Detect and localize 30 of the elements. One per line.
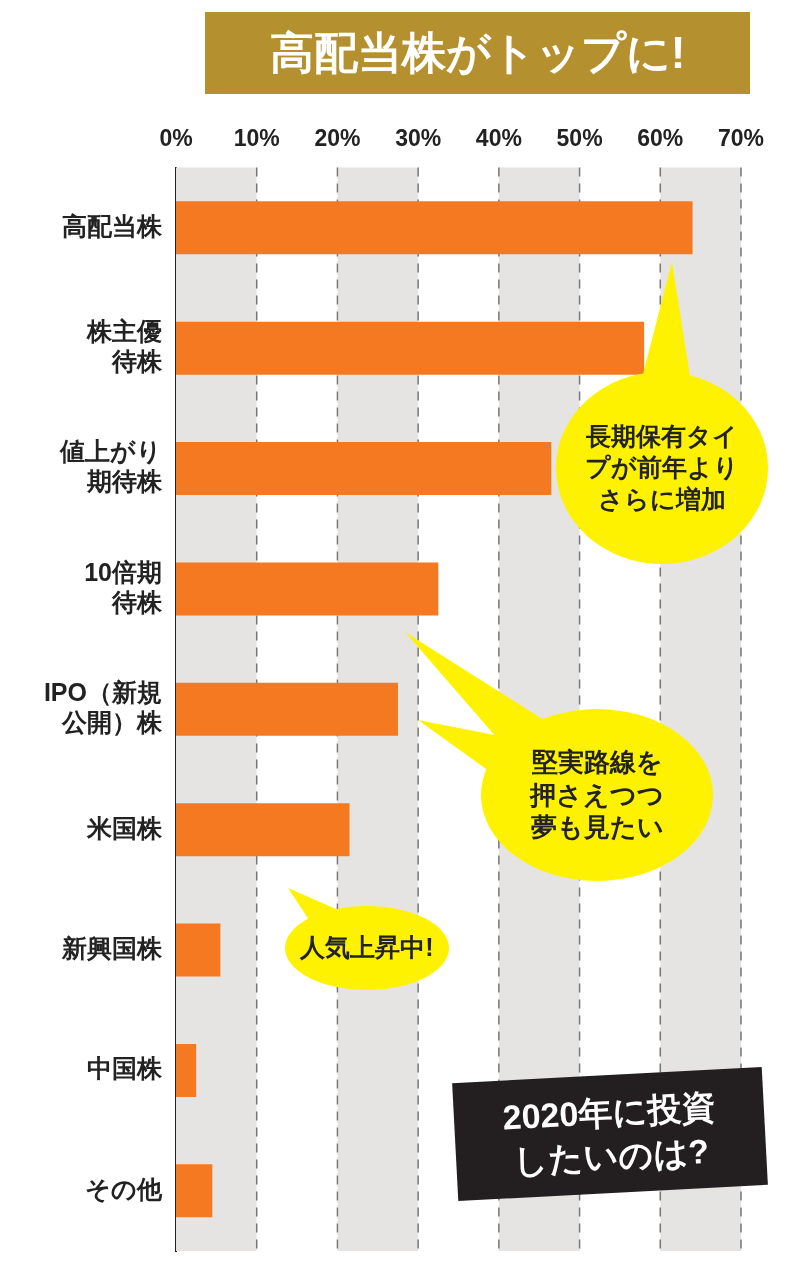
y-tick-label: 高配当株 (62, 211, 163, 240)
x-tick-label: 10% (233, 125, 280, 152)
x-tick-label: 70% (717, 125, 765, 152)
y-tick-label: 株主優待株 (86, 317, 163, 376)
bar (176, 923, 221, 977)
bar (176, 201, 693, 255)
y-tick-label: その他 (85, 1174, 163, 1203)
y-tick-label: IPO（新規公開）株 (43, 678, 163, 737)
y-tick-label: 中国株 (87, 1054, 163, 1083)
x-tick-label: 60% (637, 125, 684, 152)
annotation: 人気上昇中! (299, 932, 435, 964)
y-tick-label: 新興国株 (61, 933, 163, 962)
annotation: 長期保有タイプが前年よりさらに増加 (584, 421, 740, 515)
bar (176, 1043, 197, 1097)
bar (176, 562, 439, 616)
bar (176, 442, 552, 496)
y-tick-label: 10倍期待株 (84, 557, 163, 616)
bar (176, 1164, 213, 1218)
annotation: 堅実路線を押さえつつ夢も見たい (529, 746, 665, 844)
bar (176, 682, 398, 736)
x-tick-label: 40% (475, 125, 522, 152)
chart-title: 高配当株がトップに! (205, 12, 750, 94)
y-tick-label: 値上がり期待株 (59, 437, 163, 496)
x-tick-label: 0% (159, 125, 193, 152)
x-tick-label: 30% (395, 125, 442, 152)
text: 2020年に投資したいのは? (500, 1086, 717, 1183)
bar (176, 803, 350, 857)
x-tick-label: 50% (556, 125, 603, 152)
y-tick-label: 米国株 (86, 813, 163, 842)
x-tick-label: 20% (314, 125, 361, 152)
